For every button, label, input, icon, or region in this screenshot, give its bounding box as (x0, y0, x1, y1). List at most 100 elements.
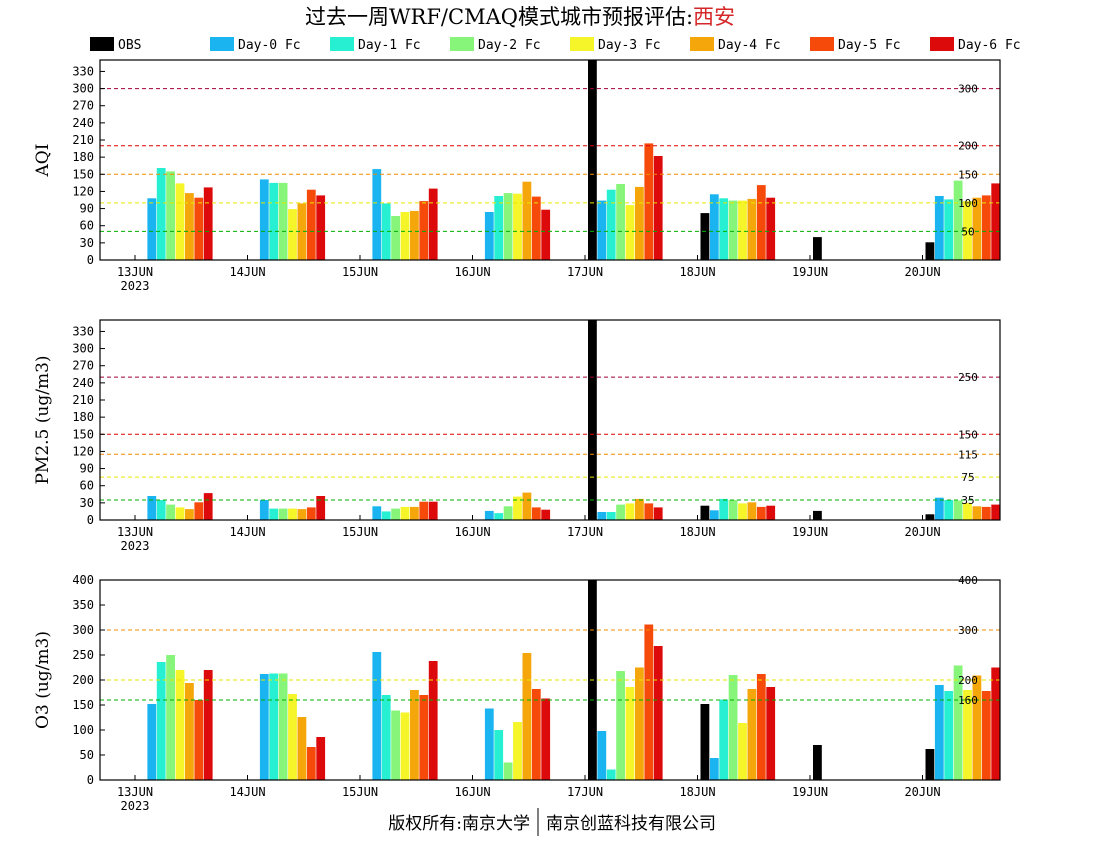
x-tick-label: 13JUN (117, 265, 153, 279)
bar-15JUN-3 (391, 710, 400, 780)
bar-18JUN-1 (709, 758, 719, 780)
bar-13JUN-4 (175, 507, 185, 520)
legend-label: Day-3 Fc (598, 38, 661, 53)
bar-13JUN-5 (185, 683, 194, 780)
bar-14JUN-6 (306, 747, 316, 780)
bar-16JUN-5 (522, 181, 532, 260)
bar-20JUN-6 (981, 691, 991, 780)
bar-14JUN-1 (259, 674, 269, 780)
bar-16JUN-2 (494, 730, 504, 780)
bar-17JUN-3 (616, 184, 625, 260)
bar-20JUN-2 (944, 691, 954, 780)
bar-14JUN-3 (278, 508, 288, 520)
bar-15JUN-3 (391, 508, 400, 520)
year-label: 2023 (121, 799, 150, 813)
bar-15JUN-6 (419, 201, 429, 260)
bar-20JUN-5 (972, 675, 982, 780)
y-tick-label: 240 (72, 116, 94, 130)
bar-13JUN-7 (203, 187, 213, 260)
bar-14JUN-1 (259, 179, 269, 260)
bar-20JUN-4 (963, 502, 972, 520)
ref-line-label: 200 (958, 140, 978, 153)
bar-18JUN-7 (766, 687, 776, 780)
bar-20JUN-3 (953, 665, 963, 780)
ref-line-label: 50 (961, 225, 974, 238)
bar-17JUN-7 (653, 507, 663, 520)
x-tick-label: 16JUN (454, 785, 490, 799)
legend-swatch (450, 37, 474, 51)
legend-swatch (570, 37, 594, 51)
bar-13JUN-2 (156, 168, 166, 260)
bar-13JUN-5 (185, 193, 194, 260)
bar-20JUN-4 (963, 690, 972, 780)
bar-18JUN-1 (709, 194, 719, 260)
bar-14JUN-3 (278, 182, 288, 260)
y-tick-label: 300 (72, 342, 94, 356)
bar-16JUN-7 (541, 698, 551, 780)
legend-item-4: Day-3 Fc (570, 37, 661, 53)
y-tick-label: 330 (72, 324, 94, 338)
y-tick-label: 180 (72, 150, 94, 164)
bar-17JUN-5 (635, 498, 644, 520)
ref-line-label: 115 (958, 448, 978, 461)
bar-15JUN-4 (400, 506, 410, 520)
bar-16JUN-6 (531, 196, 541, 260)
bar-16JUN-4 (513, 496, 522, 520)
bar-18JUN-3 (728, 500, 738, 520)
bar-13JUN-5 (185, 509, 194, 520)
y-tick-label: 0 (87, 513, 94, 527)
legend-label: Day-4 Fc (718, 38, 781, 53)
bar-13JUN-6 (194, 700, 204, 780)
bar-16JUN-6 (531, 689, 541, 780)
bar-20JUN-3 (953, 180, 963, 260)
bar-16JUN-1 (484, 510, 494, 520)
bar-20JUN-3 (953, 500, 963, 520)
legend-swatch (690, 37, 714, 51)
x-tick-label: 13JUN (117, 525, 153, 539)
y-tick-label: 270 (72, 359, 94, 373)
bar-16JUN-4 (513, 193, 522, 260)
y-axis-label: O3 (ug/m3) (33, 631, 53, 729)
x-tick-label: 16JUN (454, 265, 490, 279)
bar-17JUN-6 (644, 624, 654, 780)
bar-20JUN-2 (944, 199, 954, 260)
bar-17JUN-4 (625, 687, 635, 780)
x-tick-label: 18JUN (679, 265, 715, 279)
legend-swatch (330, 37, 354, 51)
y-tick-label: 270 (72, 99, 94, 113)
bar-16JUN-3 (503, 193, 513, 260)
legend-swatch (810, 37, 834, 51)
ref-line-label: 300 (958, 83, 978, 96)
bar-16JUN-6 (531, 507, 541, 520)
bar-18JUN-7 (766, 505, 776, 520)
y-tick-label: 400 (72, 573, 94, 587)
x-tick-label: 20JUN (904, 525, 940, 539)
bar-17JUN-1 (597, 200, 607, 260)
bar-20JUN-6 (981, 195, 991, 260)
year-label: 2023 (121, 539, 150, 553)
legend-item-0: OBS (90, 37, 141, 53)
bar-20JUN-7 (991, 504, 1000, 520)
figure-title: 过去一周WRF/CMAQ模式城市预报评估:西安 (305, 5, 735, 29)
bar-14JUN-1 (259, 500, 269, 520)
bar-19JUN-0 (813, 237, 822, 260)
bar-16JUN-1 (484, 212, 494, 260)
chart-panel-0: 50 100 150 200 300 0 30 60 90 120 150 180 210 240 270 3… (33, 59, 1001, 293)
y-tick-label: 100 (72, 723, 94, 737)
y-tick-label: 50 (80, 748, 94, 762)
bar-18JUN-2 (719, 699, 729, 780)
ref-line-label: 150 (958, 168, 978, 181)
bar-17JUN-5 (635, 186, 644, 260)
bar-13JUN-2 (156, 662, 166, 780)
x-tick-label: 19JUN (792, 785, 828, 799)
bar-13JUN-4 (175, 670, 185, 780)
bar-16JUN-4 (513, 722, 522, 780)
bar-14JUN-4 (288, 508, 297, 520)
bar-18JUN-6 (756, 185, 766, 260)
y-tick-label: 150 (72, 427, 94, 441)
bar-13JUN-2 (156, 500, 166, 520)
bar-16JUN-3 (503, 762, 513, 780)
bar-20JUN-7 (991, 183, 1000, 260)
bar-20JUN-1 (934, 196, 944, 260)
bar-18JUN-0 (700, 704, 710, 780)
